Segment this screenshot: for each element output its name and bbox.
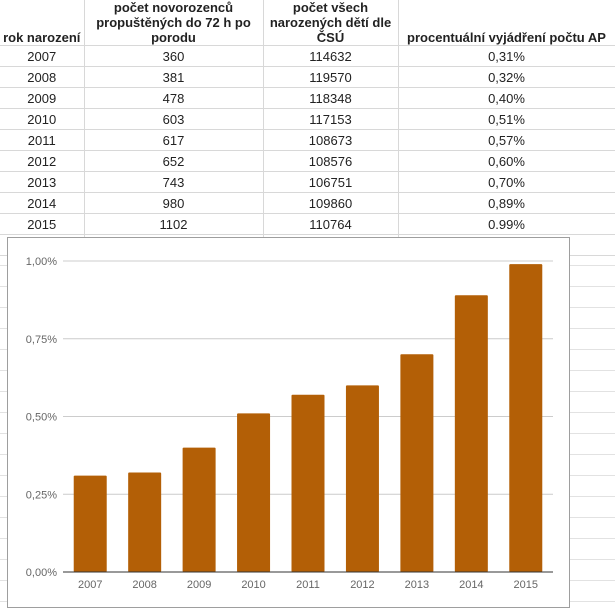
chart-svg: 0,00% 0,25% 0,50% 0,75% 1,00% 2007 2008 2009 201… [26,256,553,591]
y-tick-label: 1,00% [26,256,57,268]
header-early-discharge[interactable]: počet novorozenců propuštěných do 72 h p… [84,0,264,46]
table-row: 2010 603 117153 0,51% [0,108,615,130]
y-tick-label: 0,25% [26,489,57,501]
percentage-cell[interactable]: 0,60% [398,150,615,172]
early-discharge-cell[interactable]: 652 [84,150,264,172]
early-discharge-cell[interactable]: 980 [84,192,264,214]
year-cell[interactable]: 2011 [0,129,85,151]
bar-2012[interactable] [345,385,379,572]
early-discharge-cell[interactable]: 617 [84,129,264,151]
percentage-cell[interactable]: 0,31% [398,45,615,67]
bar-2007[interactable] [73,475,107,572]
total-births-cell[interactable]: 109860 [263,192,399,214]
total-births-cell[interactable]: 108673 [263,129,399,151]
year-cell[interactable]: 2010 [0,108,85,130]
table-row: 2014 980 109860 0,89% [0,192,615,214]
x-tick-label: 2011 [296,579,320,591]
percentage-cell[interactable]: 0,89% [398,192,615,214]
early-discharge-cell[interactable]: 1102 [84,213,264,235]
percentage-cell[interactable]: 0,32% [398,66,615,88]
table-row: 2009 478 118348 0,40% [0,87,615,109]
x-tick-label: 2014 [459,579,483,591]
percentage-cell[interactable]: 0,70% [398,171,615,193]
total-births-cell[interactable]: 108576 [263,150,399,172]
bar-2014[interactable] [454,295,488,572]
year-cell[interactable]: 2008 [0,66,85,88]
early-discharge-cell[interactable]: 478 [84,87,264,109]
percentage-cell[interactable]: 0.99% [398,213,615,235]
early-discharge-cell[interactable]: 603 [84,108,264,130]
data-table: rok narození počet novorozenců propuštěn… [0,0,615,256]
table-row: 2015 1102 110764 0.99% [0,213,615,235]
x-tick-label: 2007 [78,579,102,591]
bar-2015[interactable] [509,264,543,572]
header-percentage[interactable]: procentuální vyjádření počtu AP [398,0,615,46]
percentage-cell[interactable]: 0,51% [398,108,615,130]
table-row: 2011 617 108673 0,57% [0,129,615,151]
year-cell[interactable]: 2014 [0,192,85,214]
year-cell[interactable]: 2012 [0,150,85,172]
table-row: 2007 360 114632 0,31% [0,45,615,67]
x-tick-label: 2009 [187,579,211,591]
total-births-cell[interactable]: 110764 [263,213,399,235]
table-row: 2008 381 119570 0,32% [0,66,615,88]
early-discharge-cell[interactable]: 381 [84,66,264,88]
bar-2013[interactable] [400,354,434,572]
x-tick-label: 2012 [350,579,374,591]
y-tick-label: 0,50% [26,412,57,424]
header-year[interactable]: rok narození [0,0,85,46]
total-births-cell[interactable]: 106751 [263,171,399,193]
percentage-cell[interactable]: 0,57% [398,129,615,151]
percentage-cell[interactable]: 0,40% [398,87,615,109]
table-row: 2013 743 106751 0,70% [0,171,615,193]
total-births-cell[interactable]: 118348 [263,87,399,109]
early-discharge-cell[interactable]: 360 [84,45,264,67]
year-cell[interactable]: 2007 [0,45,85,67]
y-tick-label: 0,00% [26,567,57,579]
header-row: rok narození počet novorozenců propuštěn… [0,0,615,46]
x-tick-label: 2015 [514,579,538,591]
bar-2009[interactable] [182,447,216,572]
total-births-cell[interactable]: 117153 [263,108,399,130]
bar-2008[interactable] [128,472,162,572]
total-births-cell[interactable]: 114632 [263,45,399,67]
header-total-births[interactable]: počet všech narozených dětí dle ČSÚ [263,0,399,46]
x-tick-label: 2008 [132,579,156,591]
bar-2010[interactable] [237,413,271,572]
year-cell[interactable]: 2013 [0,171,85,193]
early-discharge-cell[interactable]: 743 [84,171,264,193]
year-cell[interactable]: 2015 [0,213,85,235]
y-tick-label: 0,75% [26,334,57,346]
x-tick-label: 2013 [405,579,429,591]
total-births-cell[interactable]: 119570 [263,66,399,88]
bar-2011[interactable] [291,394,325,572]
table-row: 2012 652 108576 0,60% [0,150,615,172]
bar-chart[interactable]: 0,00% 0,25% 0,50% 0,75% 1,00% 2007 2008 2009 201… [7,237,570,608]
x-tick-label: 2010 [241,579,265,591]
year-cell[interactable]: 2009 [0,87,85,109]
